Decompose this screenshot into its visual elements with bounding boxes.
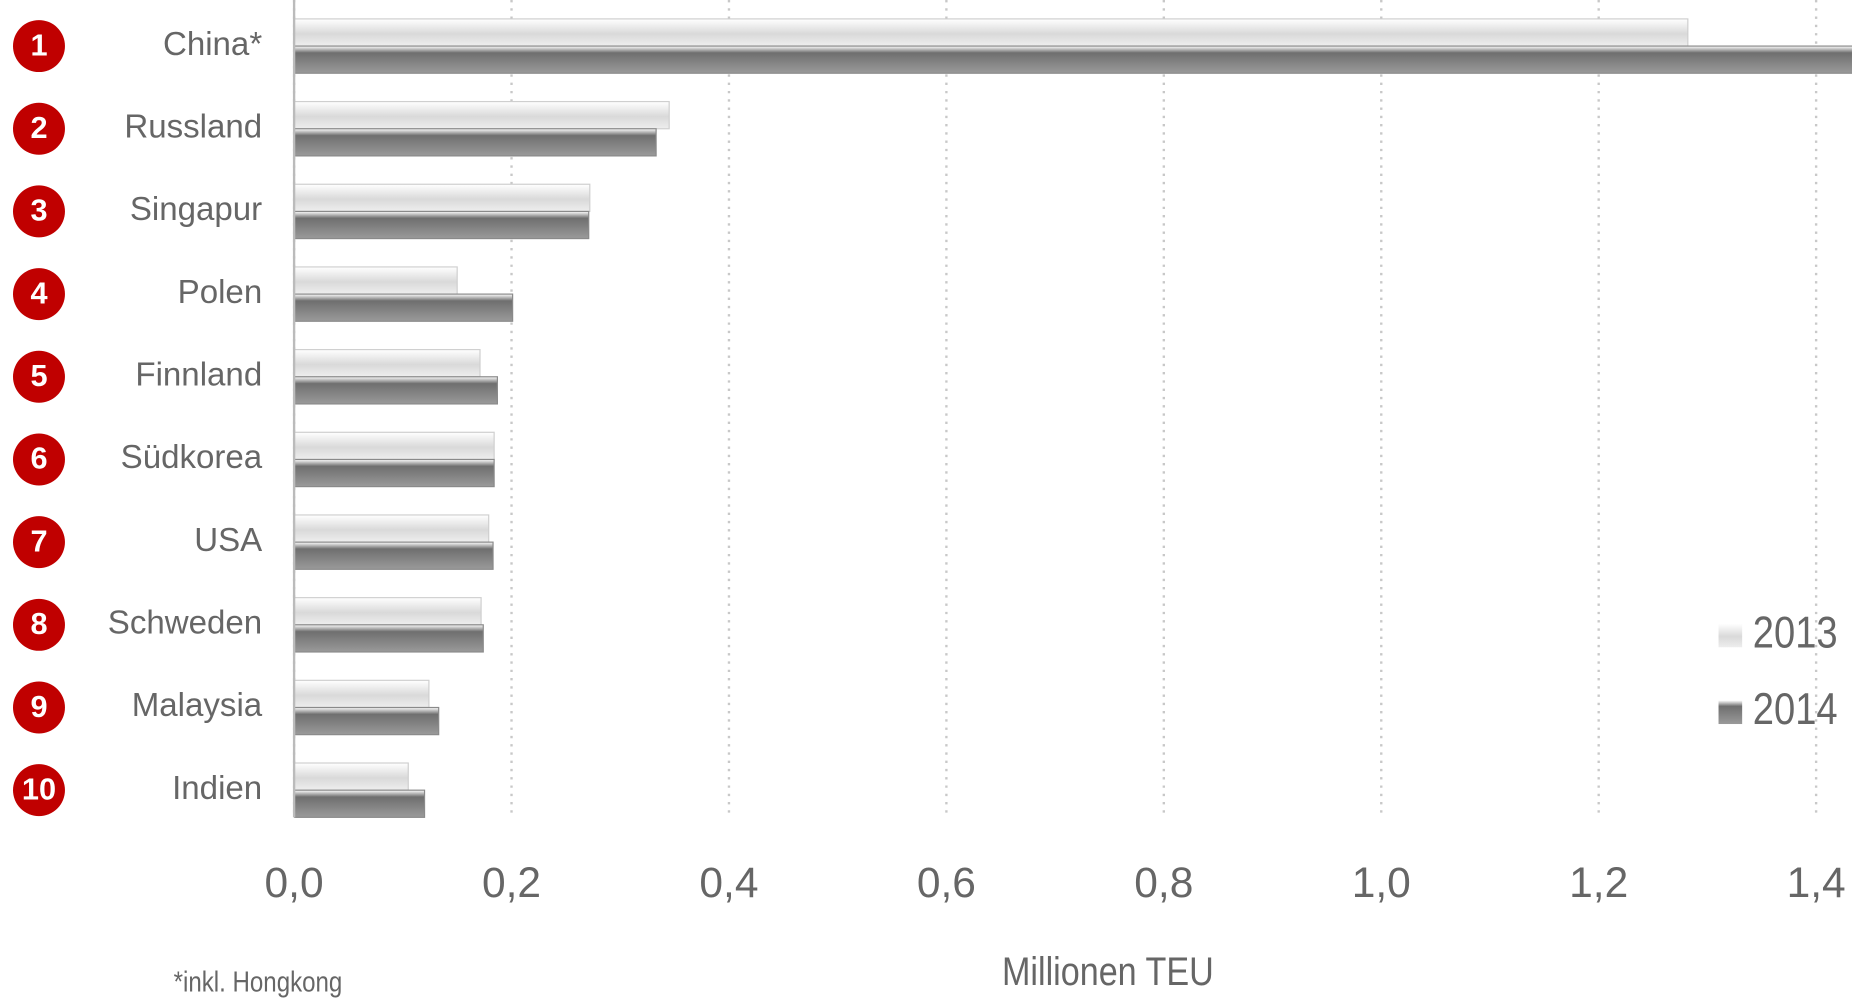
bar — [294, 376, 498, 405]
category-label: Malaysia — [132, 687, 263, 724]
bar — [294, 45, 1852, 74]
bar — [294, 541, 494, 570]
rank-label: 8 — [30, 606, 47, 641]
bar — [294, 706, 440, 736]
bars — [294, 18, 1852, 818]
category-label: Finnland — [135, 357, 262, 394]
bar — [294, 293, 514, 322]
rank-badge — [12, 764, 65, 817]
rank-badge — [12, 20, 65, 73]
category-label: Polen — [178, 274, 263, 311]
bar — [294, 210, 590, 240]
category-label: Südkorea — [121, 439, 263, 476]
x-tick-label: 0,8 — [1134, 860, 1193, 907]
x-tick-label: 0,6 — [917, 860, 976, 907]
bar — [294, 762, 409, 791]
x-tick-label: 1,4 — [1787, 860, 1846, 907]
bar — [294, 514, 490, 543]
bar — [294, 128, 657, 157]
category-label: Russland — [124, 108, 262, 145]
rank-badge — [12, 268, 65, 321]
rank-label: 6 — [30, 441, 47, 476]
rank-label: 1 — [30, 27, 47, 62]
legend-swatch — [1718, 623, 1743, 648]
bar — [294, 597, 482, 626]
bar — [294, 266, 458, 295]
bar — [294, 18, 1689, 47]
category-label: China* — [163, 26, 262, 63]
x-tick-label: 0,0 — [265, 860, 324, 907]
legend-label: 2014 — [1753, 683, 1838, 734]
rank-badge — [12, 598, 65, 651]
x-tick-label: 0,4 — [699, 860, 758, 907]
footnote: *inkl. Hongkong — [174, 966, 343, 998]
rank-label: 5 — [30, 358, 47, 393]
rank-badge — [12, 681, 65, 734]
rank-badge — [12, 433, 65, 486]
bar — [294, 431, 495, 461]
rank-label: 2 — [30, 110, 47, 145]
rank-label: 4 — [30, 275, 47, 310]
rank-badge — [12, 350, 65, 403]
category-label: USA — [194, 522, 262, 559]
category-label: Schweden — [108, 605, 262, 642]
bar — [294, 679, 430, 709]
legend-swatch — [1718, 700, 1743, 725]
category-label: Singapur — [130, 191, 262, 228]
bar — [294, 349, 481, 378]
chart-body: Millionen TEU *inkl. Hongkong 0,0 0,2 0,4 0… — [12, 0, 1852, 998]
rank-label: 7 — [30, 523, 47, 558]
x-tick-label: 0,2 — [482, 860, 541, 907]
bar — [294, 624, 484, 653]
labels: 0,0 0,2 0,4 0,6 0,8 1,0 1,2 1,4 China* 1 Russland 2… — [12, 20, 1846, 907]
bar — [294, 183, 591, 213]
rank-label: 9 — [30, 689, 47, 724]
x-tick-label: 1,2 — [1569, 860, 1628, 907]
rank-badge — [12, 516, 65, 569]
x-tick-label: 1,0 — [1352, 860, 1411, 907]
rank-badge — [12, 102, 65, 155]
bar — [294, 789, 426, 818]
bar — [294, 458, 495, 488]
rank-label: 3 — [30, 193, 47, 228]
category-label: Indien — [172, 770, 262, 807]
bar — [294, 100, 670, 130]
rank-badge — [12, 185, 65, 238]
rank-label: 10 — [22, 771, 56, 806]
x-axis-label: Millionen TEU — [1002, 948, 1214, 993]
legend-label: 2013 — [1753, 606, 1838, 657]
